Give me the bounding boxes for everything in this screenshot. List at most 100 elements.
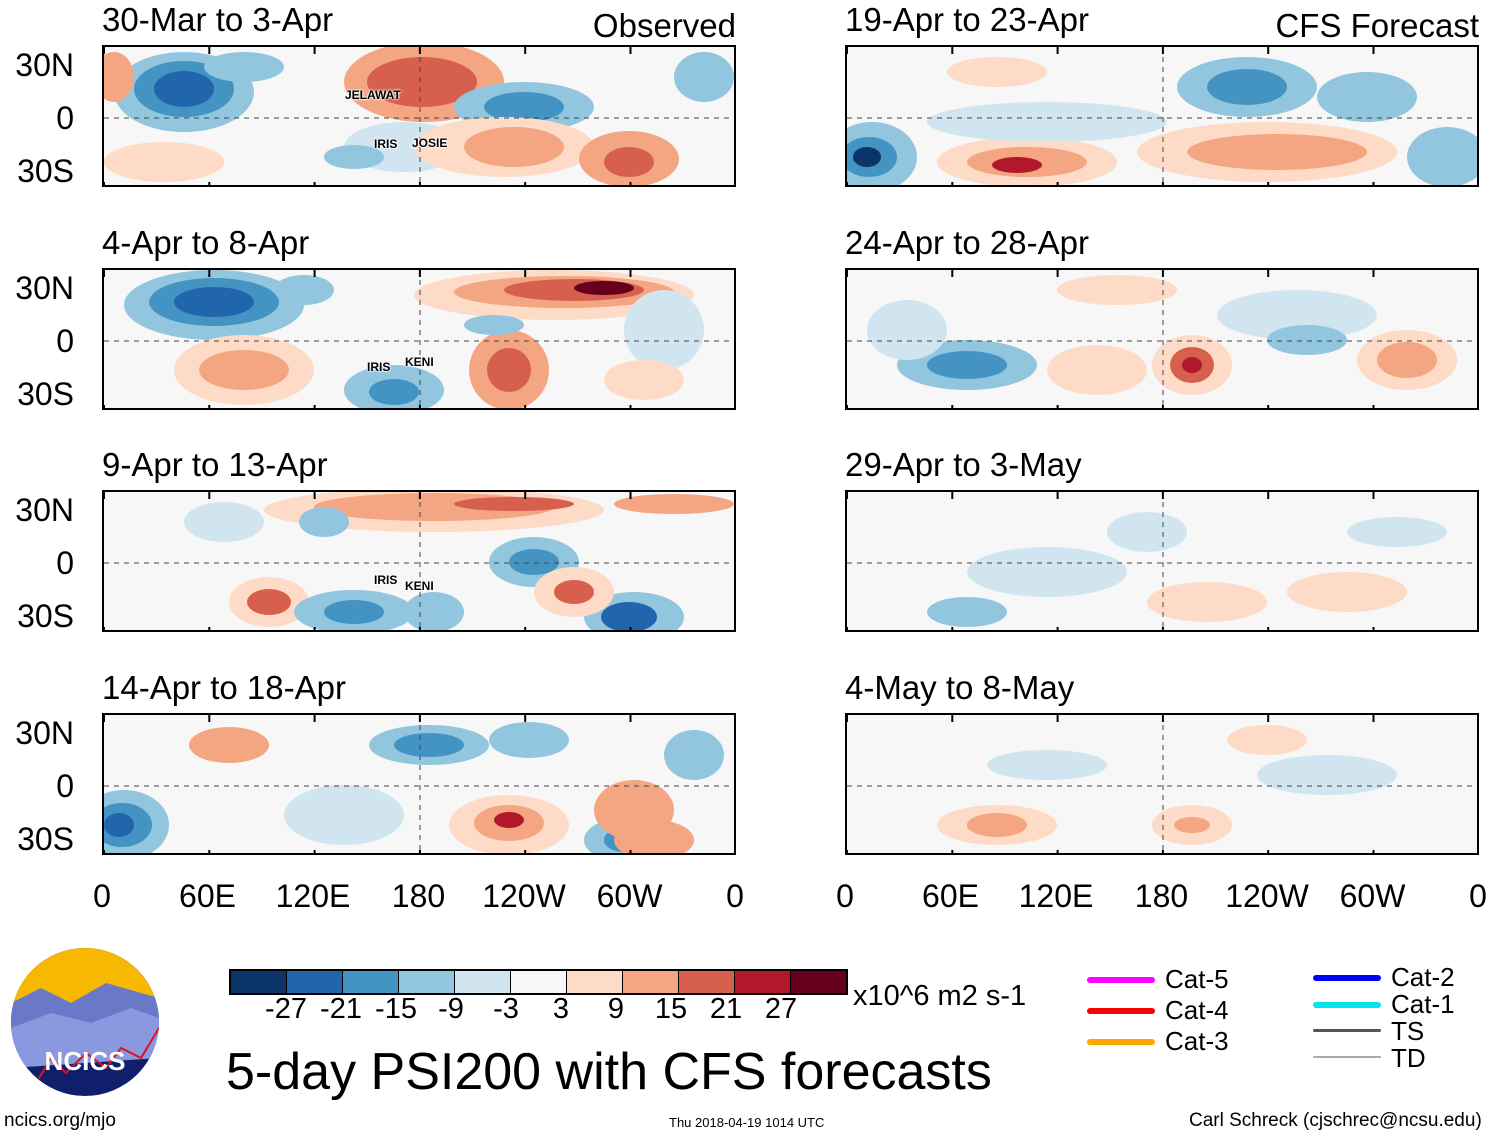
- anomaly-contour: [284, 785, 404, 845]
- panel-title: 14-Apr to 18-Apr: [102, 669, 346, 706]
- colorbar-swatch: [735, 971, 791, 993]
- colorbar-swatch: [679, 971, 735, 993]
- anomaly-contour: [853, 147, 881, 167]
- anomaly-contour: [324, 600, 384, 624]
- lon-label: 60E: [922, 878, 979, 914]
- lat-label: 30N: [15, 270, 74, 306]
- colorbar-label: -21: [320, 993, 362, 1025]
- panel-label: Observed: [592, 7, 736, 44]
- anomaly-contour: [189, 727, 269, 763]
- anomaly-contour: [927, 102, 1167, 142]
- anomaly-contour: [992, 157, 1042, 173]
- anomaly-contour: [484, 92, 564, 122]
- lon-label: 0: [1469, 878, 1487, 914]
- anomaly-contour: [1347, 517, 1447, 547]
- panel-label: CFS Forecast: [1275, 7, 1479, 44]
- anomaly-contour: [1182, 357, 1202, 373]
- anomaly-contour: [1227, 725, 1307, 755]
- anomaly-contour: [947, 57, 1047, 87]
- storm-label: KENI: [405, 579, 434, 593]
- figure-title: 5-day PSI200 with CFS forecasts: [226, 1043, 992, 1101]
- anomaly-contour: [604, 360, 684, 400]
- legend-label: Cat-4: [1165, 995, 1229, 1025]
- lat-label: 30N: [15, 715, 74, 751]
- anomaly-contour: [509, 549, 559, 575]
- anomaly-contour: [927, 597, 1007, 627]
- lon-label: 120W: [1225, 878, 1309, 914]
- anomaly-contour: [927, 351, 1007, 379]
- lat-label: 0: [56, 545, 74, 581]
- anomaly-contour: [554, 580, 594, 604]
- map-panel: [102, 490, 736, 632]
- legend-swatch: [1087, 977, 1155, 983]
- legend-label: Cat-2: [1391, 962, 1455, 992]
- anomaly-contour: [1174, 817, 1210, 833]
- lon-label: 180: [391, 878, 446, 914]
- colorbar-swatch: [567, 971, 623, 993]
- lon-label: 120E: [1018, 878, 1094, 914]
- anomaly-contour: [1317, 72, 1417, 122]
- anomaly-contour: [1267, 325, 1347, 355]
- colorbar-label: -27: [265, 993, 307, 1025]
- anomaly-contour: [404, 592, 464, 630]
- legend-swatch: [1313, 975, 1381, 981]
- anomaly-contour: [464, 315, 524, 335]
- anomaly-contour: [1207, 69, 1287, 105]
- legend-swatch: [1313, 1029, 1381, 1032]
- anomaly-contour: [299, 507, 349, 537]
- storm-label: KENI: [405, 355, 434, 369]
- storm-label: IRIS: [374, 573, 398, 587]
- panel-title: 4-Apr to 8-Apr: [102, 224, 310, 261]
- footer-author: Carl Schreck (cjschrec@ncsu.edu): [1189, 1110, 1482, 1131]
- legend-swatch: [1087, 1039, 1155, 1045]
- anomaly-contour: [104, 813, 134, 837]
- colorbar-label: 9: [607, 993, 625, 1025]
- anomaly-contour: [184, 502, 264, 542]
- anomaly-contour: [867, 300, 947, 360]
- colorbar-label: -15: [375, 993, 417, 1025]
- lat-label: 0: [56, 100, 74, 136]
- colorbar-swatch: [287, 971, 343, 993]
- colorbar-swatch: [343, 971, 399, 993]
- anomaly-contour: [967, 547, 1127, 597]
- anomaly-contour: [494, 812, 524, 828]
- anomaly-contour: [574, 281, 634, 295]
- anomaly-contour: [1217, 290, 1377, 340]
- anomaly-contour: [154, 71, 214, 107]
- anomaly-contour: [1057, 275, 1177, 305]
- storm-label: JOSIE: [412, 136, 448, 150]
- anomaly-contour: [604, 147, 654, 177]
- anomaly-contour: [104, 52, 134, 102]
- colorbar-label: 15: [654, 993, 688, 1025]
- lat-label: 30N: [15, 492, 74, 528]
- anomaly-contour: [967, 813, 1027, 837]
- legend-label: Cat-3: [1165, 1026, 1229, 1056]
- anomaly-contour: [324, 145, 384, 169]
- anomaly-contour: [464, 127, 564, 167]
- map-panel: [102, 268, 736, 410]
- anomaly-contour: [1287, 572, 1407, 612]
- lon-label: 120E: [275, 878, 351, 914]
- anomaly-contour: [664, 730, 724, 780]
- panel-title: 29-Apr to 3-May: [845, 446, 1082, 483]
- colorbar-units: x10^6 m2 s-1: [853, 980, 1027, 1012]
- lat-label: 30S: [17, 376, 74, 412]
- legend-label: Cat-1: [1391, 989, 1455, 1019]
- panel-title: 30-Mar to 3-Apr: [102, 1, 334, 38]
- anomaly-contour: [1147, 582, 1267, 622]
- lon-label: 0: [93, 878, 111, 914]
- legend-swatch: [1087, 1008, 1155, 1014]
- map-panel: [845, 45, 1479, 187]
- anomaly-contour: [367, 57, 477, 107]
- map-panel: [845, 713, 1479, 855]
- panel-title: 19-Apr to 23-Apr: [845, 1, 1089, 38]
- panel-title: 9-Apr to 13-Apr: [102, 446, 328, 483]
- lon-label: 0: [836, 878, 854, 914]
- lat-label: 30S: [17, 153, 74, 189]
- panel-title: 24-Apr to 28-Apr: [845, 224, 1089, 261]
- lon-label: 60E: [179, 878, 236, 914]
- footer-url[interactable]: ncics.org/mjo: [4, 1110, 116, 1131]
- anomaly-contour: [394, 733, 464, 757]
- lon-label: 60W: [1339, 878, 1406, 914]
- anomaly-contour: [489, 722, 569, 758]
